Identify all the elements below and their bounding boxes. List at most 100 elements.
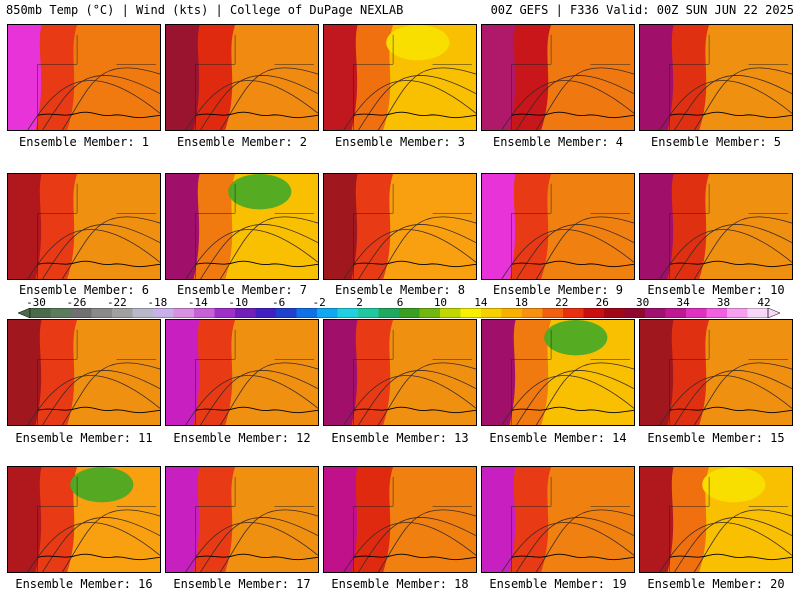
- colorbar-tick: 2: [356, 296, 363, 309]
- contour-line: [501, 229, 634, 279]
- ensemble-member-label: Ensemble Member: 13: [331, 431, 469, 445]
- temperature-field: [8, 174, 160, 279]
- contour-line: [185, 80, 318, 130]
- state-borders: [669, 329, 789, 425]
- colorbar-swatch: [706, 308, 728, 318]
- coastline: [37, 553, 160, 561]
- state-borders: [353, 476, 473, 572]
- colorbar-swatch: [501, 308, 523, 318]
- colorbar-tick: -14: [187, 296, 208, 309]
- contour-line: [501, 375, 634, 425]
- contour-line: [659, 375, 792, 425]
- ensemble-member-label: Ensemble Member: 19: [489, 577, 627, 591]
- colorbar-tick: -10: [228, 296, 249, 309]
- coastline: [37, 406, 160, 414]
- cool-anomaly-patch: [544, 320, 608, 356]
- colorbar-tick: 18: [514, 296, 528, 309]
- colorbar-tick: -30: [26, 296, 46, 309]
- colorbar-swatch: [481, 308, 502, 318]
- colorbar-swatch: [419, 308, 441, 318]
- ensemble-member-label: Ensemble Member: 15: [647, 431, 785, 445]
- cool-anomaly-patch: [702, 467, 766, 503]
- coastline: [353, 553, 476, 561]
- coastline: [195, 553, 318, 561]
- map-title: 850mb Temp (°C) | Wind (kts) | College o…: [6, 3, 404, 17]
- colorbar-swatch: [317, 308, 338, 318]
- state-borders: [353, 329, 473, 425]
- ensemble-member-label: Ensemble Member: 2: [176, 135, 308, 149]
- colorbar-swatch: [194, 308, 215, 318]
- ensemble-member-label: Ensemble Member: 5: [650, 135, 782, 149]
- ensemble-member-label: Ensemble Member: 12: [173, 431, 311, 445]
- temperature-field: [482, 25, 634, 130]
- temperature-field: [8, 467, 160, 572]
- ensemble-member-label: Ensemble Member: 9: [492, 283, 624, 297]
- ensemble-member-map: [481, 319, 635, 426]
- temperature-field: [640, 25, 792, 130]
- colorbar-swatch: [624, 308, 646, 318]
- ensemble-member-label: Ensemble Member: 14: [489, 431, 627, 445]
- ensemble-member-label: Ensemble Member: 20: [647, 577, 785, 591]
- contour-line: [501, 522, 634, 572]
- colorbar: [18, 308, 780, 318]
- coastline: [511, 260, 634, 268]
- temperature-field: [8, 320, 160, 425]
- colorbar-swatch: [235, 308, 256, 318]
- colorbar-tick: 26: [595, 296, 609, 309]
- colorbar-swatch: [91, 308, 113, 318]
- temperature-field: [324, 174, 476, 279]
- coastline: [669, 260, 792, 268]
- colorbar-swatch: [50, 308, 72, 318]
- contour-line: [343, 522, 476, 572]
- ensemble-member-map: [639, 319, 793, 426]
- contour-line: [27, 229, 160, 279]
- ensemble-member-map: [639, 173, 793, 280]
- colorbar-swatch: [665, 308, 687, 318]
- contour-line: [343, 80, 476, 130]
- colorbar-swatch: [583, 308, 605, 318]
- coastline: [353, 260, 476, 268]
- state-borders: [195, 34, 315, 130]
- ensemble-member-map: [323, 173, 477, 280]
- contour-line: [27, 80, 160, 130]
- contour-line: [343, 375, 476, 425]
- ensemble-member-label: Ensemble Member: 17: [173, 577, 311, 591]
- ensemble-member-map: [323, 24, 477, 131]
- colorbar-right-arrow: [767, 308, 780, 318]
- temperature-field: [482, 467, 634, 572]
- cool-anomaly-patch: [386, 25, 450, 61]
- colorbar-tick: 42: [757, 296, 771, 309]
- state-borders: [353, 34, 473, 130]
- colorbar-tick: -6: [272, 296, 286, 309]
- colorbar-swatch: [542, 308, 564, 318]
- colorbar-left-arrow: [18, 308, 31, 318]
- state-borders: [669, 34, 789, 130]
- cool-anomaly-patch: [70, 467, 134, 503]
- coastline: [511, 111, 634, 119]
- cool-anomaly-patch: [228, 174, 292, 210]
- colorbar-swatch: [378, 308, 400, 318]
- temperature-field: [640, 320, 792, 425]
- colorbar-swatch: [337, 308, 359, 318]
- colorbar-tick: 6: [396, 296, 404, 309]
- colorbar-swatch: [358, 308, 379, 318]
- colorbar-swatch: [747, 308, 769, 318]
- contour-line: [27, 375, 160, 425]
- colorbar-swatch: [276, 308, 297, 318]
- coastline: [353, 111, 476, 119]
- ensemble-member-map: [323, 319, 477, 426]
- temperature-field: [8, 25, 160, 130]
- temperature-field: [166, 25, 318, 130]
- coastline: [195, 406, 318, 414]
- contour-line: [185, 229, 318, 279]
- colorbar-swatch: [604, 308, 625, 318]
- ensemble-member-label: Ensemble Member: 7: [176, 283, 308, 297]
- coastline: [669, 111, 792, 119]
- colorbar-swatch: [214, 308, 236, 318]
- colorbar-swatch: [522, 308, 543, 318]
- ensemble-member-map: [639, 24, 793, 131]
- state-borders: [669, 476, 789, 572]
- state-borders: [37, 34, 157, 130]
- temperature-field: [324, 320, 476, 425]
- ensemble-member-label: Ensemble Member: 4: [492, 135, 624, 149]
